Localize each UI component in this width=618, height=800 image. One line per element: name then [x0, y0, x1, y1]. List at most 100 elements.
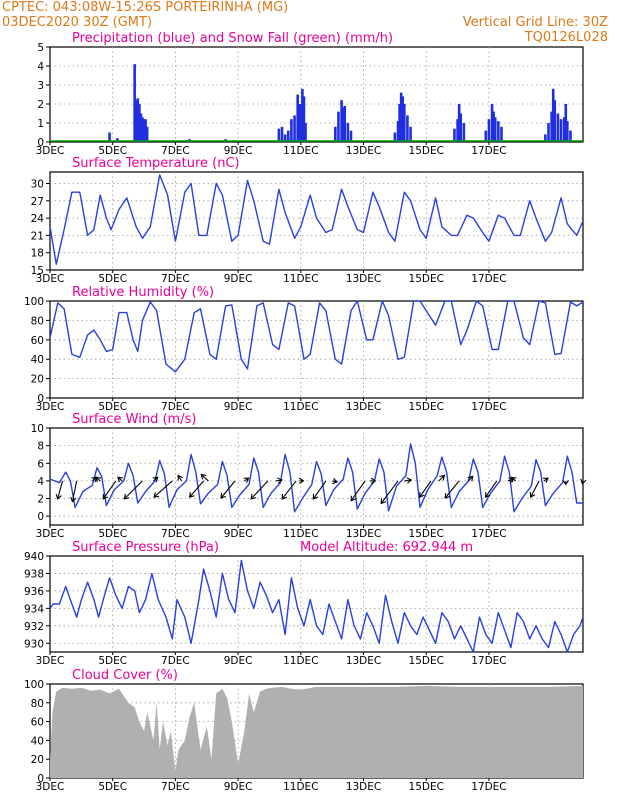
- precip-bar: [343, 105, 347, 142]
- precip-bar: [144, 119, 147, 142]
- wind-vector: [281, 480, 297, 500]
- wind-arrowhead: [188, 492, 195, 498]
- wind-arrowhead: [350, 495, 356, 502]
- precip-bar: [547, 123, 550, 142]
- precip-bar: [393, 132, 397, 142]
- precip-bar: [487, 119, 491, 142]
- y-tick-label: 15: [31, 265, 44, 277]
- wind-vector: [189, 480, 205, 498]
- precip-bar: [562, 117, 566, 142]
- y-tick-label: 30: [31, 179, 44, 191]
- y-tick-label: 8: [37, 441, 44, 453]
- precip-bar: [346, 123, 350, 142]
- precip-bar: [500, 126, 503, 142]
- x-tick-label: 7DEC: [161, 781, 190, 793]
- precip-bar: [286, 130, 290, 142]
- wind-arrowhead: [243, 477, 250, 483]
- wind-arrowhead: [70, 496, 77, 503]
- x-tick-label: 15DEC: [409, 655, 444, 667]
- y-tick-label: 18: [31, 248, 44, 260]
- precip-bar: [553, 100, 557, 142]
- wind-vector: [350, 480, 366, 502]
- x-tick-label: 11DEC: [283, 528, 318, 540]
- header-grid-note: Vertical Grid Line: 30Z: [462, 15, 608, 30]
- series-line: [49, 559, 584, 653]
- wind-vector: [419, 480, 432, 498]
- precip-bar: [301, 88, 304, 142]
- x-tick-label: 3DEC: [36, 528, 65, 540]
- precip-bar: [551, 88, 555, 142]
- precip-bar: [349, 130, 353, 142]
- precip-bar: [341, 107, 345, 142]
- y-tick-label: 40: [31, 735, 44, 747]
- precip-bar: [337, 111, 340, 142]
- model-altitude-label: Model Altitude: 692.944 m: [300, 540, 473, 555]
- y-tick-label: 60: [31, 335, 44, 347]
- panel-frame: [49, 555, 584, 653]
- y-tick-label: 80: [31, 315, 44, 327]
- x-tick-label: 17DEC: [471, 781, 506, 793]
- panel-title: Precipitation (blue) and Snow Fall (gree…: [72, 31, 393, 46]
- precip-bar: [456, 119, 459, 142]
- x-tick-label: 13DEC: [346, 273, 381, 285]
- wind-arrowhead: [332, 478, 339, 485]
- precip-bar: [141, 117, 144, 142]
- precip-bar: [462, 123, 466, 142]
- x-tick-label: 17DEC: [471, 273, 506, 285]
- y-tick-label: 0: [37, 511, 44, 523]
- wind-arrowhead: [177, 474, 183, 481]
- wind-arrowhead: [380, 498, 387, 505]
- wind-arrowhead: [370, 477, 377, 485]
- wind-arrowhead: [562, 479, 569, 486]
- precip-bar: [296, 94, 299, 142]
- x-tick-label: 11DEC: [283, 655, 318, 667]
- panel-title: Surface Wind (m/s): [72, 412, 196, 427]
- wind-vector: [444, 480, 460, 499]
- precip-bar: [142, 119, 146, 142]
- panel-title: Relative Humidity (%): [72, 285, 214, 300]
- y-tick-label: 938: [24, 568, 44, 580]
- precip-bar: [402, 104, 406, 142]
- y-tick-label: 80: [31, 698, 44, 710]
- x-tick-label: 3DEC: [36, 401, 65, 413]
- y-tick-label: 4: [37, 476, 44, 488]
- wind-vector: [153, 480, 173, 498]
- x-tick-label: 15DEC: [409, 401, 444, 413]
- x-tick-label: 7DEC: [161, 273, 190, 285]
- precip-bar: [283, 134, 287, 142]
- wind-vector: [530, 480, 540, 498]
- y-tick-label: 40: [31, 354, 44, 366]
- wind-arrowhead: [152, 476, 159, 483]
- x-tick-label: 9DEC: [224, 145, 253, 157]
- wind-vector: [57, 480, 64, 500]
- precip-bar: [453, 128, 456, 142]
- precip-bar: [136, 98, 140, 142]
- y-tick-label: 2: [37, 494, 44, 506]
- wind-arrowhead: [529, 492, 536, 499]
- x-tick-label: 13DEC: [346, 528, 381, 540]
- y-tick-label: 20: [31, 754, 44, 766]
- precip-bar: [277, 128, 281, 142]
- y-tick-label: 4: [37, 61, 44, 73]
- wind-arrowhead: [510, 476, 517, 483]
- y-tick-label: 100: [24, 679, 44, 691]
- precip-bar: [133, 64, 136, 142]
- x-tick-label: 7DEC: [161, 145, 190, 157]
- precip-bar: [334, 126, 337, 142]
- precip-bar: [564, 104, 568, 142]
- precip-bar: [116, 138, 119, 142]
- y-tick-label: 932: [24, 621, 44, 633]
- x-tick-label: 9DEC: [224, 781, 253, 793]
- x-tick-label: 13DEC: [346, 655, 381, 667]
- wind-vector: [220, 480, 236, 499]
- y-tick-label: 60: [31, 717, 44, 729]
- precip-bar: [398, 104, 401, 142]
- wind-arrowhead: [250, 493, 257, 500]
- wind-vector: [380, 480, 399, 504]
- x-tick-label: 3DEC: [36, 781, 65, 793]
- precip-bar: [484, 130, 488, 142]
- wind-arrowhead: [153, 492, 160, 498]
- wind-arrowhead: [95, 476, 101, 483]
- wind-vector: [123, 480, 143, 500]
